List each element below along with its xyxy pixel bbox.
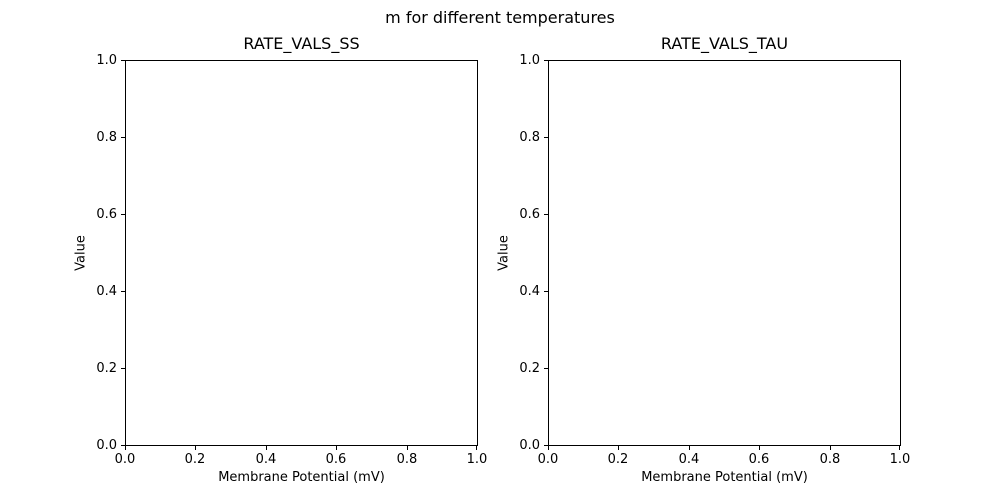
figure-title: m for different temperatures	[385, 8, 615, 27]
y-tick-label: 0.2	[519, 361, 540, 376]
x-tick-mark	[830, 446, 831, 450]
y-tick-mark	[121, 368, 125, 369]
y-tick-mark	[121, 137, 125, 138]
y-axis-label: Value	[496, 235, 512, 271]
x-tick-label: 0.2	[184, 452, 206, 467]
y-tick-label: 0.0	[96, 438, 117, 453]
x-tick-label: 0.0	[537, 452, 559, 467]
x-tick-label: 1.0	[889, 452, 911, 467]
y-tick-label: 0.6	[519, 207, 540, 222]
y-tick-label: 0.6	[96, 207, 117, 222]
x-tick-mark	[618, 446, 619, 450]
x-tick-mark	[689, 446, 690, 450]
y-tick-mark	[544, 214, 548, 215]
axes-title: RATE_VALS_TAU	[660, 34, 789, 53]
y-tick-label: 0.4	[519, 284, 540, 299]
y-tick-mark	[121, 214, 125, 215]
y-tick-label: 0.8	[96, 130, 117, 145]
x-tick-label: 0.2	[607, 452, 629, 467]
y-tick-mark	[121, 60, 125, 61]
x-tick-label: 0.4	[255, 452, 277, 467]
x-tick-mark	[266, 446, 267, 450]
y-tick-mark	[121, 291, 125, 292]
x-tick-label: 0.4	[678, 452, 700, 467]
y-tick-mark	[544, 445, 548, 446]
x-tick-label: 0.8	[819, 452, 841, 467]
x-tick-label: 1.0	[466, 452, 488, 467]
x-tick-mark	[407, 446, 408, 450]
x-tick-mark	[125, 446, 126, 450]
x-tick-label: 0.0	[114, 452, 136, 467]
x-tick-mark	[759, 446, 760, 450]
y-tick-label: 0.2	[96, 361, 117, 376]
plot-area	[548, 60, 901, 446]
y-tick-mark	[544, 137, 548, 138]
x-tick-mark	[336, 446, 337, 450]
y-tick-label: 1.0	[96, 53, 117, 68]
y-axis-label: Value	[73, 235, 89, 271]
y-tick-mark	[544, 291, 548, 292]
x-axis-label: Membrane Potential (mV)	[218, 470, 385, 485]
x-tick-label: 0.6	[748, 452, 770, 467]
x-axis-label: Membrane Potential (mV)	[641, 470, 808, 485]
y-tick-label: 0.4	[96, 284, 117, 299]
y-tick-mark	[121, 445, 125, 446]
x-tick-mark	[548, 446, 549, 450]
plot-area	[125, 60, 478, 446]
y-tick-label: 0.8	[519, 130, 540, 145]
x-tick-label: 0.6	[325, 452, 347, 467]
y-tick-mark	[544, 60, 548, 61]
x-tick-mark	[476, 446, 477, 450]
y-tick-label: 0.0	[519, 438, 540, 453]
x-tick-label: 0.8	[396, 452, 418, 467]
x-tick-mark	[195, 446, 196, 450]
axes-title: RATE_VALS_SS	[243, 34, 360, 53]
y-tick-mark	[544, 368, 548, 369]
x-tick-mark	[899, 446, 900, 450]
y-tick-label: 1.0	[519, 53, 540, 68]
